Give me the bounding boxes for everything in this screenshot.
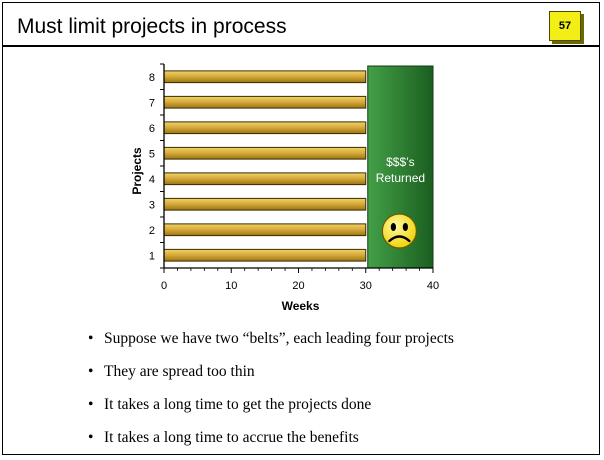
y-tick-label: 5 — [149, 148, 155, 160]
y-tick-label: 7 — [149, 97, 155, 109]
bar-project-6 — [163, 121, 367, 135]
bar-project-2 — [163, 223, 367, 237]
page-number: 57 — [558, 20, 572, 32]
bullet-item: Suppose we have two “belts”, each leadin… — [88, 328, 454, 361]
bullet-item: It takes a long time to get the projects… — [88, 394, 454, 427]
sad-face-icon — [381, 213, 417, 249]
bullet-list: Suppose we have two “belts”, each leadin… — [88, 328, 454, 460]
bar-project-5 — [163, 146, 367, 160]
face-outline — [381, 213, 417, 249]
y-tick-label: 4 — [149, 174, 155, 186]
face-right-eye — [402, 223, 408, 231]
returns-label-line1: $$$’s — [386, 155, 414, 169]
bar-project-7 — [163, 95, 367, 109]
x-tick-label: 20 — [292, 280, 304, 292]
y-tick-label: 3 — [149, 199, 155, 211]
x-tick-label: 0 — [161, 280, 167, 292]
x-tick-label: 10 — [225, 280, 237, 292]
face-frown — [388, 235, 411, 243]
x-axis-label: Weeks — [282, 299, 320, 313]
bullet-item: It takes a long time to accrue the benef… — [88, 427, 454, 460]
title-bar: Must limit projects in process — [2, 2, 600, 47]
face-left-eye — [390, 223, 396, 231]
bar-project-4 — [163, 172, 367, 186]
y-axis-label: Projects — [130, 147, 144, 195]
bar-project-3 — [163, 197, 367, 211]
y-tick-label: 1 — [149, 250, 155, 262]
page-number-badge: 57 — [549, 11, 581, 41]
bar-project-8 — [163, 70, 367, 84]
x-tick-label: 30 — [360, 280, 372, 292]
x-tick-label: 40 — [427, 280, 439, 292]
slide-title: Must limit projects in process — [17, 15, 287, 38]
y-tick-label: 2 — [149, 225, 155, 237]
returns-label-line2: Returned — [376, 171, 425, 185]
y-tick-label: 6 — [149, 123, 155, 135]
bullet-item: They are spread too thin — [88, 361, 454, 394]
bar-project-1 — [163, 248, 367, 262]
y-tick-label: 8 — [149, 72, 155, 84]
